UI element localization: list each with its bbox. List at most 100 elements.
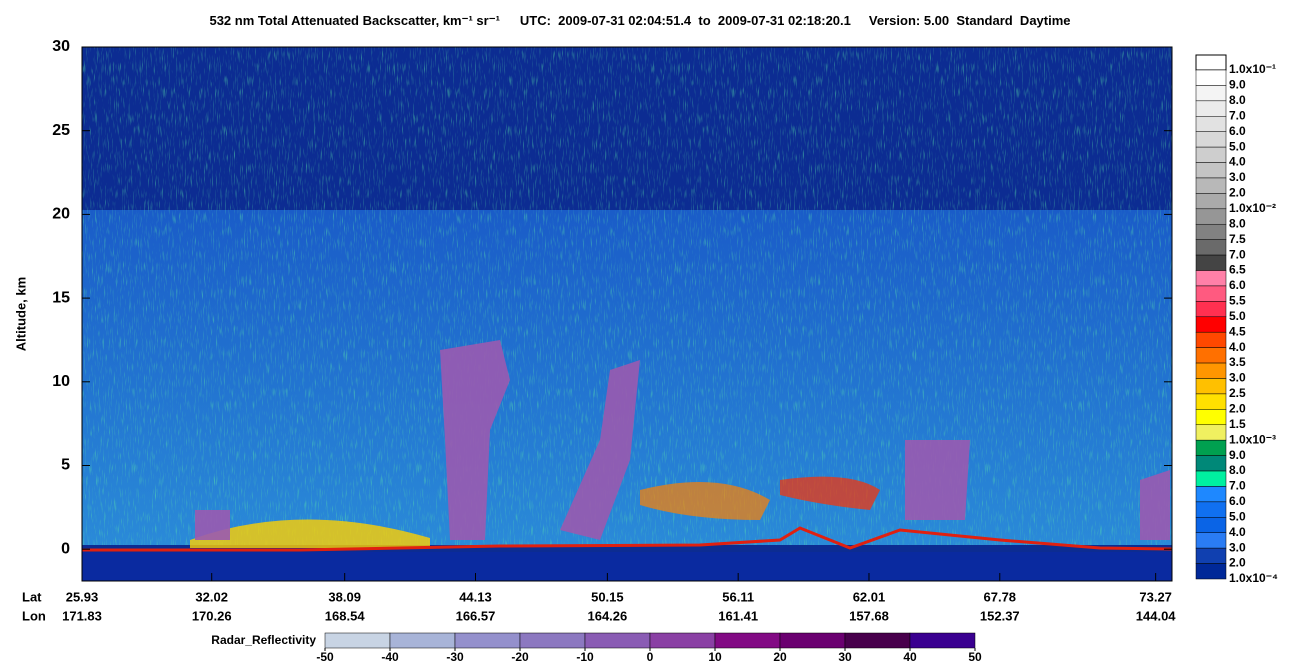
colorbar-cell (1195, 455, 1227, 472)
reflectivity-tick-label: -10 (576, 650, 594, 664)
reflectivity-cell (714, 632, 781, 649)
colorbar-label: 6.0 (1229, 494, 1246, 508)
colorbar-label: 8.0 (1229, 216, 1246, 230)
lat-label: 73.27 (1139, 589, 1172, 604)
colorbar-label: 2.0 (1229, 556, 1246, 570)
colorbar-label: 7.0 (1229, 479, 1246, 493)
lat-label: 44.13 (459, 589, 492, 604)
colorbar-label: 9.0 (1229, 78, 1246, 92)
colorbar-label: 1.0x10⁻⁴ (1229, 571, 1278, 585)
colorbar-label: 7.5 (1229, 232, 1246, 246)
colorbar-cell (1195, 285, 1227, 302)
colorbar-cell (1195, 131, 1227, 148)
lon-label: 164.26 (587, 608, 627, 623)
lat-label: 67.78 (984, 589, 1017, 604)
reflectivity-tick-label: -30 (446, 650, 464, 664)
colorbar-cell (1195, 532, 1227, 549)
y-tick-label: 15 (52, 289, 70, 306)
subtitle: UTC: 2009-07-31 02:04:51.4 to 2009-07-31… (520, 13, 1071, 28)
colorbar-label: 1.0x10⁻³ (1229, 432, 1276, 446)
lat-label: 25.93 (66, 589, 99, 604)
y-tick-label: 20 (52, 206, 70, 223)
plot-frame (81, 46, 1173, 582)
colorbar-label: 4.0 (1229, 525, 1246, 539)
colorbar-cell (1195, 301, 1227, 318)
reflectivity-cell (454, 632, 521, 649)
colorbar-label: 4.0 (1229, 340, 1246, 354)
colorbar-cell (1195, 85, 1227, 102)
colorbar-cell (1195, 223, 1227, 240)
colorbar-cell (1195, 146, 1227, 163)
colorbar-label: 8.0 (1229, 93, 1246, 107)
lon-row-label: Lon (22, 608, 46, 623)
colorbar-cell (1195, 69, 1227, 86)
lon-label: 171.83 (62, 608, 102, 623)
colorbar-label: 9.0 (1229, 448, 1246, 462)
reflectivity-tick-label: 20 (773, 650, 787, 664)
colorbar-cell (1195, 239, 1227, 256)
lat-row-label: Lat (22, 589, 42, 604)
reflectivity-cell (389, 632, 456, 649)
colorbar-label: 6.0 (1229, 124, 1246, 138)
colorbar-label: 4.0 (1229, 155, 1246, 169)
lon-label: 144.04 (1136, 608, 1177, 623)
y-tick-label: 25 (52, 122, 70, 139)
colorbar-cell (1195, 193, 1227, 210)
colorbar-cell (1195, 378, 1227, 395)
colorbar-cell (1195, 470, 1227, 487)
colorbar-label: 1.0x10⁻² (1229, 201, 1276, 215)
reflectivity-tick-label: -40 (381, 650, 399, 664)
y-tick-label: 0 (61, 540, 70, 557)
reflectivity-cell (844, 632, 911, 649)
colorbar-cell (1195, 501, 1227, 518)
lat-label: 62.01 (853, 589, 886, 604)
colorbar-cell (1195, 347, 1227, 364)
colorbar-cell (1195, 517, 1227, 533)
reflectivity-tick-label: 30 (838, 650, 852, 664)
colorbar-label: 3.5 (1229, 355, 1246, 369)
colorbar-cell (1195, 177, 1227, 194)
lat-label: 38.09 (328, 589, 361, 604)
colorbar-cell (1195, 254, 1227, 271)
chart-title: 532 nm Total Attenuated Backscatter, km⁻… (209, 13, 1070, 28)
colorbar-cell (1195, 424, 1227, 441)
lat-label: 32.02 (195, 589, 228, 604)
backscatter-image (82, 47, 1173, 581)
colorbar-cell (1195, 116, 1227, 132)
colorbar-cell (1195, 362, 1227, 379)
colorbar-label: 5.5 (1229, 294, 1246, 308)
lon-label: 157.68 (849, 608, 889, 623)
title: 532 nm Total Attenuated Backscatter, km⁻… (209, 13, 499, 28)
lon-label: 161.41 (718, 608, 758, 623)
colorbar-cell (1195, 439, 1227, 456)
y-tick-label: 30 (52, 38, 70, 55)
y-tick-label: 5 (61, 457, 70, 474)
colorbar-cell (1195, 563, 1227, 580)
colorbar-cell (1195, 316, 1227, 333)
lat-label: 56.11 (722, 589, 754, 604)
colorbar-cell (1195, 409, 1227, 426)
colorbar-cell (1195, 547, 1227, 564)
reflectivity-tick-label: 10 (708, 650, 722, 664)
colorbar-cell (1195, 331, 1227, 348)
reflectivity-cell (519, 632, 586, 649)
colorbar-label: 1.5 (1229, 417, 1246, 431)
reflectivity-tick-label: 0 (647, 650, 654, 664)
colorbar-label: 7.0 (1229, 108, 1246, 122)
colorbar-label: 2.5 (1229, 386, 1246, 400)
colorbar-label: 2.0 (1229, 186, 1246, 200)
colorbar-label: 1.0x10⁻¹ (1229, 62, 1276, 76)
reflectivity-label: Radar_Reflectivity (211, 633, 316, 647)
reflectivity-cell (584, 632, 651, 649)
reflectivity-tick-label: -20 (511, 650, 529, 664)
colorbar-label: 6.5 (1229, 263, 1246, 277)
colorbar-cell (1195, 208, 1227, 225)
colorbar-label: 4.5 (1229, 324, 1246, 338)
colorbar-label: 3.0 (1229, 540, 1246, 554)
lon-label: 166.57 (456, 608, 496, 623)
colorbar-label: 2.0 (1229, 402, 1246, 416)
colorbar-label: 3.0 (1229, 371, 1246, 385)
colorbar-label: 6.0 (1229, 278, 1246, 292)
reflectivity-cell (649, 632, 716, 649)
